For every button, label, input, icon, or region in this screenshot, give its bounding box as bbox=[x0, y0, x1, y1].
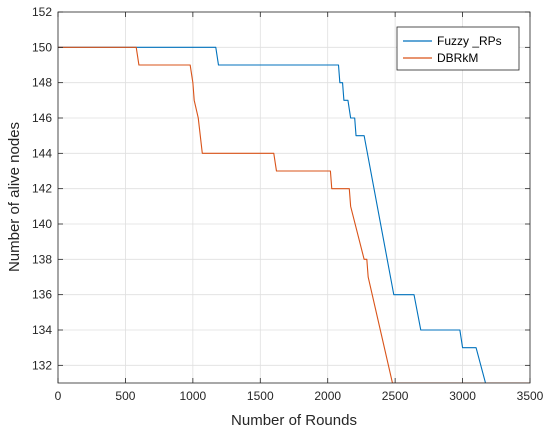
x-tick-label: 500 bbox=[115, 389, 135, 403]
x-tick-label: 3500 bbox=[517, 389, 544, 403]
y-tick-label: 138 bbox=[32, 252, 52, 266]
y-tick-label: 146 bbox=[32, 111, 52, 125]
y-tick-label: 144 bbox=[32, 146, 52, 160]
x-tick-label: 3000 bbox=[449, 389, 476, 403]
x-tick-label: 0 bbox=[55, 389, 62, 403]
plot-background bbox=[58, 12, 530, 383]
y-tick-label: 150 bbox=[32, 40, 52, 54]
y-tick-label: 132 bbox=[32, 358, 52, 372]
legend-label-1: Fuzzy _RPs bbox=[437, 34, 502, 48]
legend-box bbox=[396, 26, 520, 71]
x-tick-label: 2500 bbox=[382, 389, 409, 403]
y-tick-label: 148 bbox=[32, 76, 52, 90]
legend: Fuzzy _RPs DBRkM bbox=[396, 26, 520, 71]
legend-label-2: DBRkM bbox=[437, 51, 478, 65]
y-tick-label: 134 bbox=[32, 323, 52, 337]
series-line-2 bbox=[58, 46, 530, 383]
series-layer bbox=[58, 46, 530, 383]
x-axis-label: Number of Rounds bbox=[231, 412, 357, 429]
plot-frame bbox=[57, 11, 531, 384]
y-tick-label: 136 bbox=[32, 288, 52, 302]
series-line-1 bbox=[58, 46, 487, 383]
y-tick-label: 140 bbox=[32, 217, 52, 231]
x-tick-label: 1500 bbox=[247, 389, 274, 403]
x-tick-label: 1000 bbox=[180, 389, 207, 403]
x-tick-label: 2000 bbox=[314, 389, 341, 403]
y-tick-label: 152 bbox=[32, 5, 52, 19]
axis-ticks: 0 500 1000 1500 2000 2500 3000 3500 132 134 136 138… bbox=[32, 5, 544, 403]
y-tick-label: 142 bbox=[32, 182, 52, 196]
y-axis-label: Number of alive nodes bbox=[6, 122, 23, 272]
